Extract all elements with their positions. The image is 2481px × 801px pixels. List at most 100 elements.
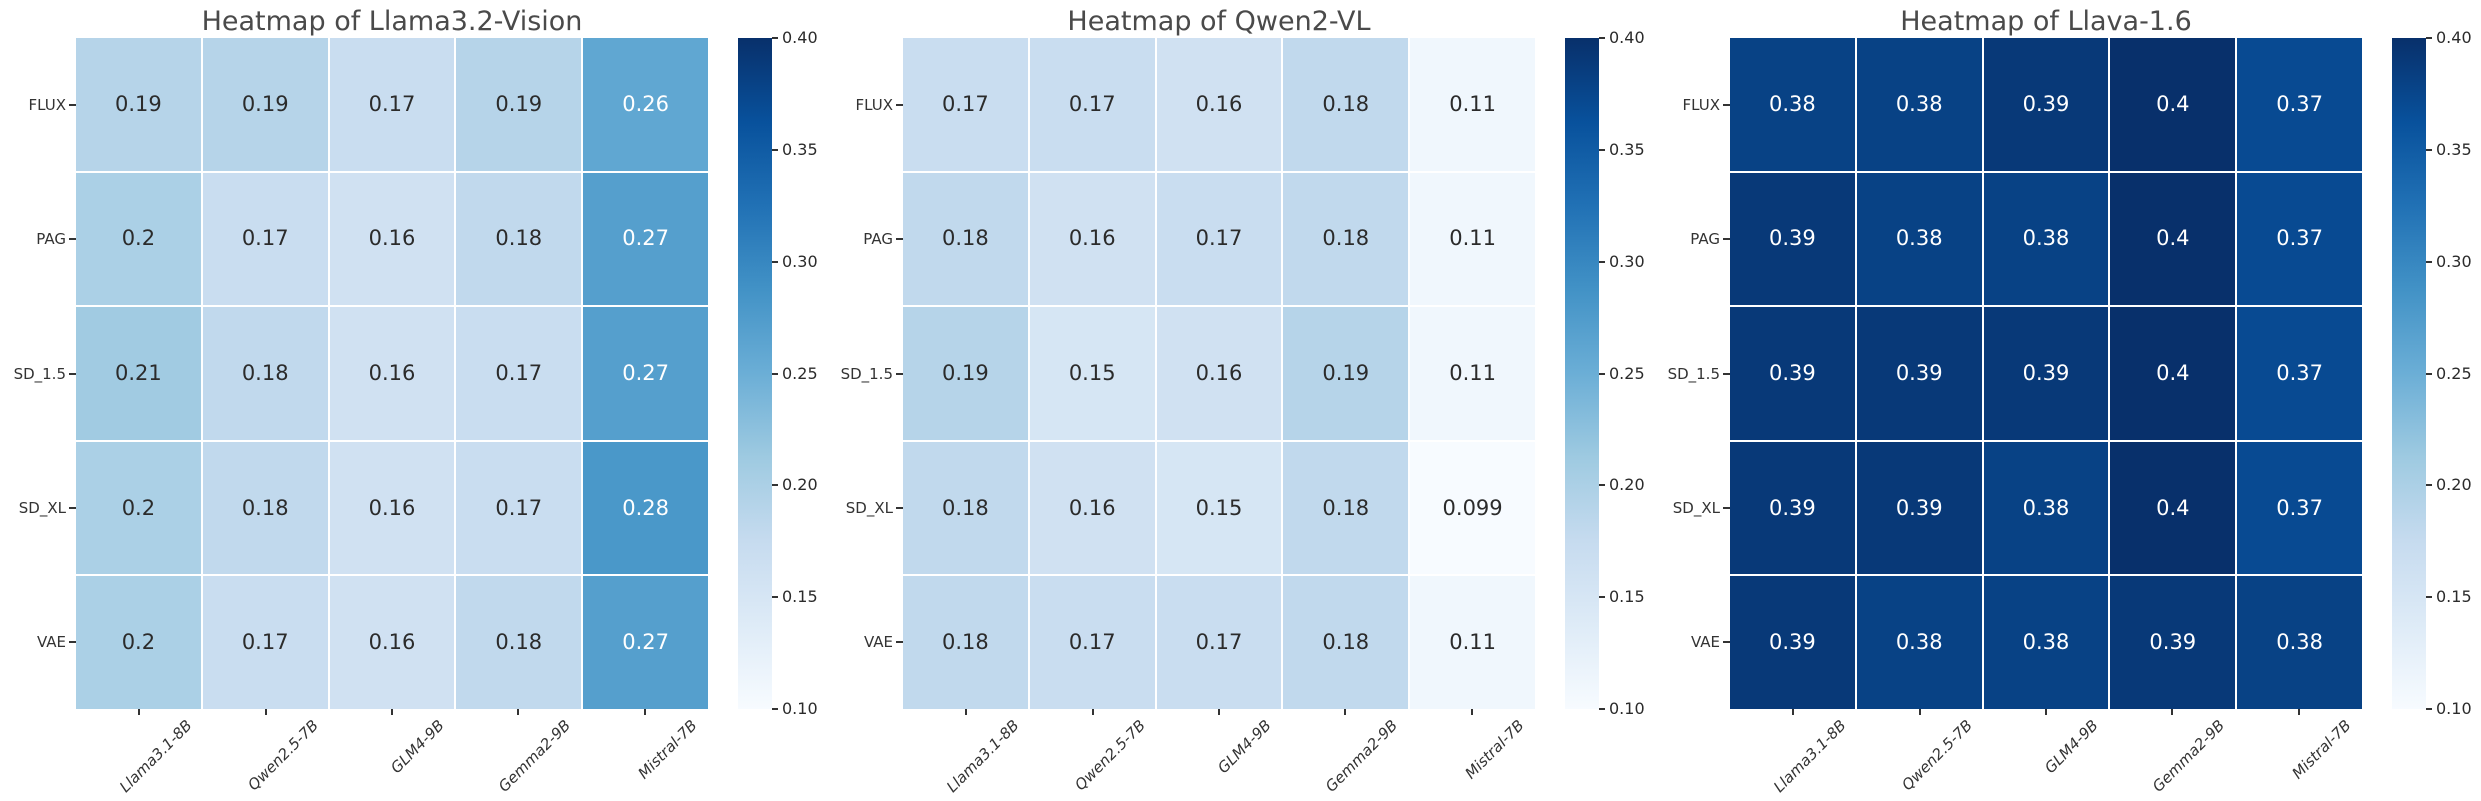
x-tick-label: Llama3.1-8B xyxy=(115,716,196,796)
heatmap-cell: 0.27 xyxy=(583,576,708,709)
x-tick-mark xyxy=(264,709,267,715)
heatmap-cell: 0.39 xyxy=(2110,576,2236,709)
heatmap-cell: 0.19 xyxy=(1283,307,1409,440)
heatmap-cell: 0.19 xyxy=(903,307,1028,440)
heatmap-cell: 0.17 xyxy=(456,441,582,575)
heatmap-cell: 0.18 xyxy=(903,576,1028,709)
heatmap-cell: 0.38 xyxy=(1983,172,2109,306)
heatmap-cell: 0.19 xyxy=(456,38,582,171)
y-tick-mark xyxy=(69,372,76,375)
colorbar-tick-label: 0.20 xyxy=(2436,475,2472,495)
y-tick-mark xyxy=(1723,506,1730,509)
y-tick-mark xyxy=(896,104,903,107)
heatmap-cell: 0.17 xyxy=(1029,38,1155,171)
heatmap-cell: 0.39 xyxy=(1856,441,1982,575)
colorbar-tick-label: 0.25 xyxy=(1609,363,1645,383)
colorbar-tick-label: 0.25 xyxy=(782,363,818,383)
x-tick-label: GLM4-9B xyxy=(387,716,449,777)
colorbar-tick-label: 0.30 xyxy=(782,251,818,271)
colorbar-tick-label: 0.35 xyxy=(2436,139,2472,159)
y-tick-mark xyxy=(1723,372,1730,375)
x-tick-mark xyxy=(517,709,520,715)
heatmap-cell: 0.16 xyxy=(329,576,455,709)
heatmap-cell: 0.16 xyxy=(1156,307,1282,440)
heatmap-cell: 0.18 xyxy=(1283,172,1409,306)
x-tick-label: Gemma2-9B xyxy=(1322,716,1402,796)
x-tick-mark xyxy=(1470,709,1473,715)
heatmap-cell: 0.16 xyxy=(1156,38,1282,171)
heatmap-cell: 0.39 xyxy=(1730,576,1855,709)
y-tick-mark xyxy=(1723,640,1730,643)
heatmap-cell: 0.39 xyxy=(1730,307,1855,440)
heatmap-cell: 0.38 xyxy=(1856,576,1982,709)
y-tick-label: PAG xyxy=(36,230,66,249)
colorbar-tick-mark xyxy=(1599,148,1605,151)
x-tick-label: Llama3.1-8B xyxy=(942,716,1023,796)
heatmap-cell: 0.16 xyxy=(1029,172,1155,306)
heatmap-cell: 0.11 xyxy=(1410,576,1535,709)
heatmap-grid: 0.17 0.17 0.16 0.18 0.11 0.18 0.16 0.17 0.18 0.11… xyxy=(903,38,1535,709)
panel-llama3-2-vision: Heatmap of Llama3.2-Vision 0.19 0.19 0.17 0… xyxy=(0,0,827,801)
heatmap-cell: 0.17 xyxy=(903,38,1028,171)
x-tick-mark xyxy=(1792,709,1795,715)
x-tick-label: Qwen2.5-7B xyxy=(1070,716,1149,795)
x-tick-mark xyxy=(643,709,646,715)
x-tick-label: Qwen2.5-7B xyxy=(1897,716,1976,795)
x-tick-mark xyxy=(138,709,141,715)
heatmap-cell: 0.2 xyxy=(76,441,201,575)
colorbar-tick-mark xyxy=(1599,260,1605,263)
heatmap-cell: 0.2 xyxy=(76,576,201,709)
y-tick-label: FLUX xyxy=(1682,96,1721,115)
x-tick-mark xyxy=(2045,709,2047,715)
y-tick-mark xyxy=(896,640,903,643)
colorbar-tick-label: 0.10 xyxy=(782,699,818,718)
x-tick-label: Gemma2-9B xyxy=(2149,716,2229,796)
y-tick-label: FLUX xyxy=(855,96,894,115)
y-tick-label: VAE xyxy=(1690,632,1720,651)
y-tick-label: SD_XL xyxy=(18,498,66,517)
colorbar-tick-mark xyxy=(2426,260,2432,263)
heatmap-cell: 0.17 xyxy=(202,576,328,709)
heatmap-cell: 0.38 xyxy=(2237,576,2362,709)
heatmap-grid: 0.19 0.19 0.17 0.19 0.26 0.2 0.17 0.16 0.18 0.27 0… xyxy=(76,38,708,709)
colorbar-tick-mark xyxy=(2426,148,2432,151)
colorbar-tick-mark xyxy=(1599,372,1605,375)
colorbar-tick-label: 0.30 xyxy=(1609,251,1645,271)
colorbar xyxy=(1565,38,1599,709)
colorbar-tick-label: 0.40 xyxy=(782,28,818,47)
heatmap-cell: 0.19 xyxy=(202,38,328,171)
heatmap-cell: 0.17 xyxy=(1156,172,1282,306)
panel-qwen2-vl: Heatmap of Qwen2-VL 0.17 0.17 0.16 0.18 0.11… xyxy=(827,0,1654,801)
x-tick-mark xyxy=(391,709,393,715)
heatmap-cell: 0.17 xyxy=(202,172,328,306)
x-tick-mark xyxy=(1918,709,1921,715)
heatmap-cell: 0.19 xyxy=(76,38,201,171)
heatmap-cell: 0.39 xyxy=(1856,307,1982,440)
colorbar-tick-mark xyxy=(772,372,778,375)
heatmap-cell: 0.38 xyxy=(1983,576,2109,709)
colorbar-tick-mark xyxy=(2426,596,2432,599)
heatmap-cell: 0.18 xyxy=(1283,38,1409,171)
heatmap-cell: 0.18 xyxy=(456,576,582,709)
heatmap-cell: 0.18 xyxy=(1283,576,1409,709)
heatmap-grid: 0.38 0.38 0.39 0.4 0.37 0.39 0.38 0.38 0.4 0.37 0.… xyxy=(1730,38,2362,709)
heatmap-cell: 0.28 xyxy=(583,441,708,575)
heatmap-cell: 0.4 xyxy=(2110,38,2236,171)
heatmap-cell: 0.4 xyxy=(2110,441,2236,575)
heatmap-cell: 0.39 xyxy=(1730,441,1855,575)
heatmap-cell: 0.17 xyxy=(456,307,582,440)
colorbar-tick-label: 0.35 xyxy=(782,139,818,159)
y-tick-mark xyxy=(896,372,903,375)
colorbar-tick-label: 0.25 xyxy=(2436,363,2472,383)
heatmap-cell: 0.099 xyxy=(1410,441,1535,575)
colorbar-tick-label: 0.10 xyxy=(2436,699,2472,718)
heatmap-cell: 0.37 xyxy=(2237,441,2362,575)
colorbar-tick-label: 0.15 xyxy=(2436,587,2472,607)
x-tick-label: Gemma2-9B xyxy=(495,716,575,796)
y-tick-label: PAG xyxy=(1690,230,1720,249)
heatmap-cell: 0.16 xyxy=(1029,441,1155,575)
heatmap-cell: 0.11 xyxy=(1410,38,1535,171)
y-tick-label: PAG xyxy=(863,230,893,249)
y-tick-mark xyxy=(69,506,76,509)
heatmap-cell: 0.16 xyxy=(329,307,455,440)
